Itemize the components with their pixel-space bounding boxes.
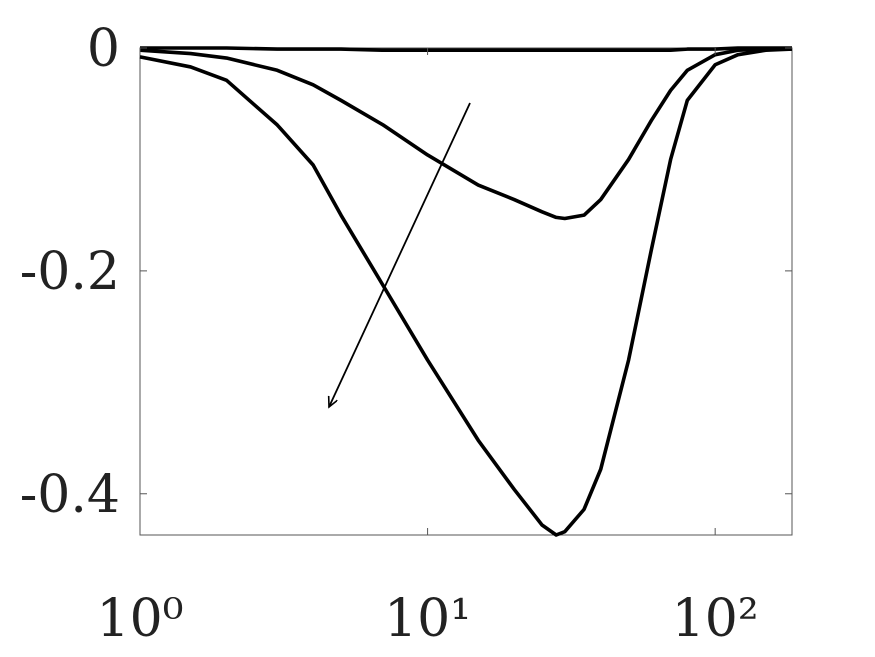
x-tick-label: 10⁰	[96, 589, 183, 649]
y-tick-label: -0.2	[20, 242, 120, 302]
line	[139, 47, 793, 537]
axes-box	[139, 47, 793, 536]
arrow	[329, 102, 471, 407]
y-tick-label: 0	[87, 19, 120, 79]
y-tick-label: -0.4	[20, 465, 120, 525]
line	[139, 47, 792, 221]
x-tick-label: 10¹	[384, 589, 471, 649]
line	[140, 46, 792, 53]
x-tick-label: 10²	[672, 589, 759, 649]
